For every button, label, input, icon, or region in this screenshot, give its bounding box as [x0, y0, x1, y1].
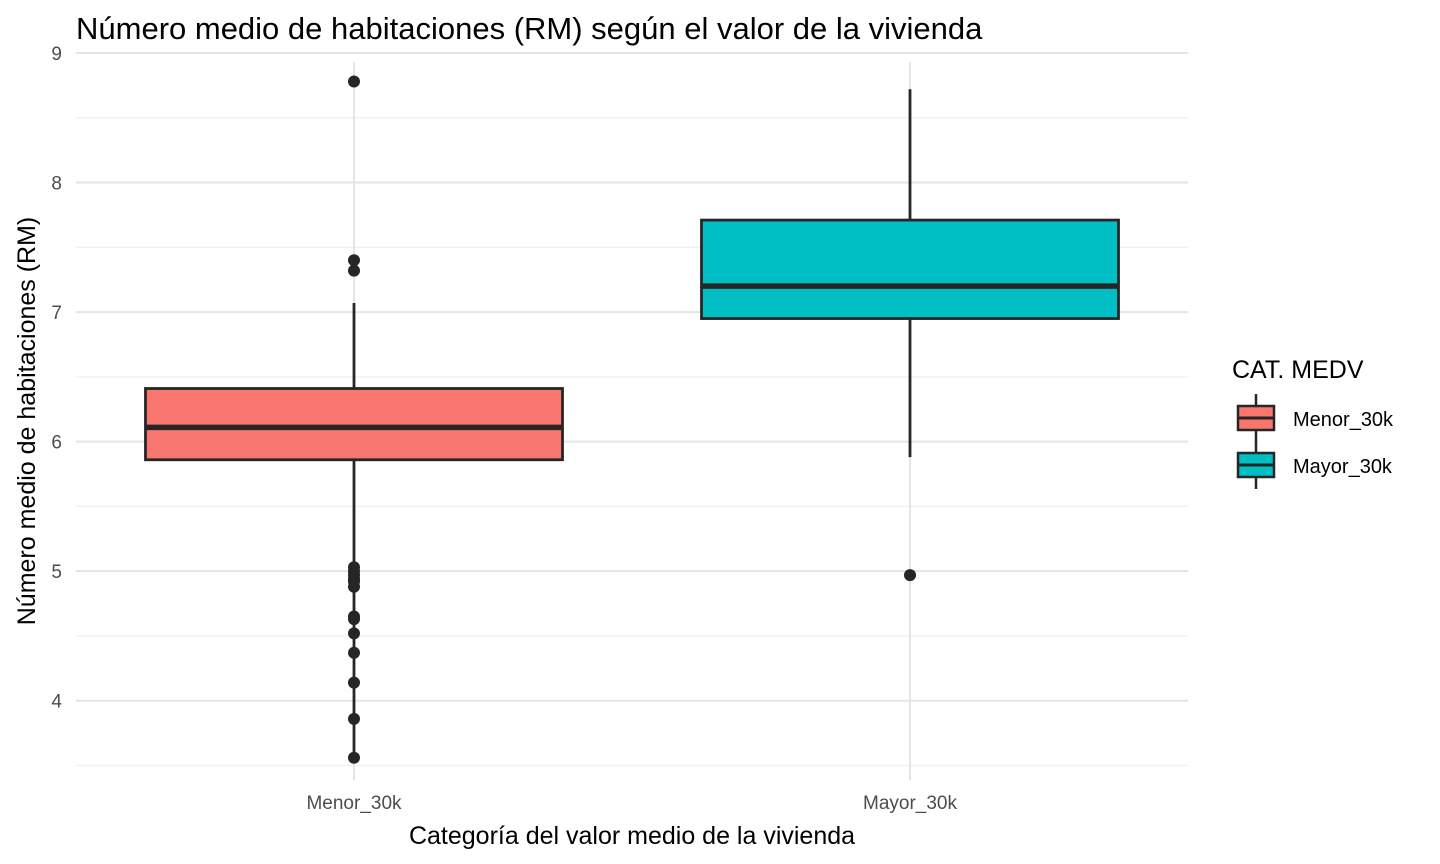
legend-item-mayor-30k: Mayor_30k [1236, 441, 1393, 489]
outlier-point [904, 569, 916, 582]
legend-item-menor-30k: Menor_30k [1236, 394, 1394, 442]
outlier-point [348, 751, 360, 764]
outlier-point [348, 75, 360, 88]
outlier-point [348, 254, 360, 267]
box-mayor-30k [700, 89, 1120, 582]
legend-title: CAT. MEDV [1232, 356, 1364, 384]
x-axis-title: Categoría del valor medio de la vivienda [409, 822, 855, 850]
box-menor-30k [144, 75, 564, 764]
outlier-point [348, 613, 360, 626]
y-tick-label: 9 [51, 44, 62, 65]
outlier-point [348, 627, 360, 640]
y-tick-label: 4 [51, 692, 62, 713]
legend: CAT. MEDV Menor_30k Mayor_30k [1232, 356, 1394, 489]
box-iqr [144, 387, 564, 462]
y-axis-ticks: 4 5 6 7 8 9 [51, 44, 62, 713]
y-tick-label: 5 [51, 562, 62, 583]
legend-label: Menor_30k [1293, 409, 1394, 431]
y-tick-label: 6 [51, 433, 62, 454]
x-tick-label: Mayor_30k [863, 793, 957, 814]
outlier-point [348, 580, 360, 593]
x-tick-label: Menor_30k [306, 793, 402, 814]
y-axis-title: Número medio de habitaciones (RM) [13, 217, 41, 626]
outlier-point [348, 264, 360, 277]
chart-title: Número medio de habitaciones (RM) según … [76, 11, 983, 46]
box-iqr [700, 218, 1120, 320]
x-axis-ticks: Menor_30k Mayor_30k [306, 793, 957, 814]
y-tick-label: 7 [51, 303, 62, 324]
outlier-point [348, 676, 360, 689]
legend-label: Mayor_30k [1293, 456, 1393, 478]
box-series [144, 75, 1120, 764]
legend-items: Menor_30k Mayor_30k [1236, 394, 1394, 489]
y-tick-label: 8 [51, 174, 62, 195]
outlier-point [348, 712, 360, 725]
outlier-point [348, 646, 360, 659]
